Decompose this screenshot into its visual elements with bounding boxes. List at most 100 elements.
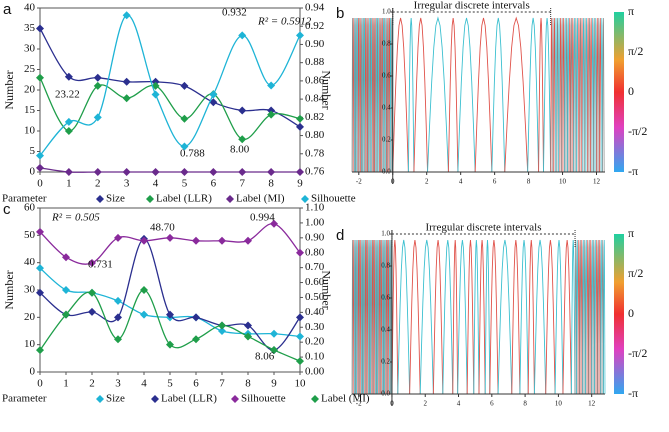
series-line <box>39 14 301 157</box>
wave-arch <box>370 239 373 395</box>
marker <box>140 310 148 319</box>
x-tick-label: 2 <box>423 400 427 408</box>
legend-label: Label (LLR) <box>156 193 212 205</box>
marker <box>209 90 218 99</box>
marker <box>36 24 44 33</box>
marker <box>296 114 304 123</box>
marker <box>88 288 96 297</box>
wave-arch <box>377 239 380 395</box>
marker <box>218 321 226 330</box>
x-tick-label: 2 <box>89 378 95 390</box>
annotation: 8.00 <box>230 144 250 156</box>
wave-arch <box>386 239 389 395</box>
marker <box>267 168 276 176</box>
wave-arch <box>360 239 363 395</box>
marker <box>209 98 218 107</box>
wave-arch <box>389 17 392 173</box>
wave-arch <box>381 17 384 173</box>
wave-arch <box>355 239 358 395</box>
marker <box>238 135 247 144</box>
y2-tick-label: 0.76 <box>305 166 325 178</box>
y-tick-label: 20 <box>24 84 36 96</box>
annotation: R² = 0.505 <box>51 212 100 224</box>
wave-arch <box>388 17 391 173</box>
wave-arch <box>442 239 454 395</box>
wave-arch <box>567 17 570 173</box>
marker <box>122 168 131 176</box>
wave-arch <box>600 239 603 395</box>
wave-arch <box>577 239 580 395</box>
marker <box>62 253 70 262</box>
y-tick-label: 10 <box>24 125 36 137</box>
chart-title: Irregular discrete intervals <box>425 222 541 234</box>
wave-arch <box>374 17 377 173</box>
marker <box>93 113 102 122</box>
wave-arch <box>585 239 588 395</box>
colorbar-label: 0 <box>628 84 634 98</box>
wave-arch <box>351 239 354 395</box>
y-tick-label: 0.8 <box>382 40 391 48</box>
y2-tick-label: 0.90 <box>305 38 325 50</box>
y2-tick-label: 0.40 <box>305 306 325 318</box>
wave-arch <box>381 239 384 395</box>
wave-arch <box>570 239 576 395</box>
marker <box>36 151 44 160</box>
wave-arch <box>359 239 362 395</box>
wave-arch <box>588 239 591 395</box>
wave-arch <box>378 239 381 395</box>
wave-arch <box>574 17 577 173</box>
marker <box>270 345 278 354</box>
y2-tick-label: 0.92 <box>305 20 324 32</box>
x-tick-label: 9 <box>297 178 303 190</box>
wave-arch <box>385 239 388 395</box>
series-line <box>39 77 301 140</box>
annotation: 0.932 <box>222 7 247 19</box>
wave-arch <box>373 239 376 395</box>
legend-marker <box>311 395 319 403</box>
wave-arch <box>358 17 361 173</box>
marker <box>64 168 73 176</box>
wave-arch <box>491 17 506 173</box>
wave-arch <box>543 17 552 173</box>
series-line <box>39 238 301 351</box>
wave-arch <box>356 239 359 395</box>
wave-arch <box>592 239 595 395</box>
wave-arch <box>352 17 355 173</box>
y2-tick-label: 0.50 <box>305 291 325 303</box>
y2-tick-label: 1.00 <box>305 216 325 228</box>
y-tick-label: 0.6 <box>382 72 391 80</box>
wave-arch <box>599 17 602 173</box>
colorbar-label: π/2 <box>628 266 643 280</box>
marker <box>88 259 96 268</box>
y2-tick-label: 0.20 <box>305 336 325 348</box>
wave-arch <box>527 17 540 173</box>
x-tick-label: 8 <box>523 400 527 408</box>
x-tick-label: 2 <box>425 178 429 186</box>
wave-arch <box>365 17 368 173</box>
wave-arch <box>474 17 493 173</box>
marker <box>93 73 102 82</box>
y-tick-label: 0.0 <box>381 390 390 398</box>
wave-arch <box>366 239 369 395</box>
x-tick-label: 8 <box>527 178 531 186</box>
colorbar <box>614 234 624 394</box>
wave-arch <box>484 239 491 395</box>
wave-arch <box>375 17 378 173</box>
marker <box>166 233 174 242</box>
legend-marker <box>96 395 104 403</box>
x-tick-label: 3 <box>115 378 121 390</box>
marker <box>122 94 131 103</box>
x-tick-label: 4 <box>141 378 147 390</box>
y-axis-label: Number <box>2 270 16 309</box>
legend-label: Size <box>106 193 125 205</box>
wave-arch <box>596 17 599 173</box>
y-tick-label: 30 <box>24 284 36 296</box>
marker <box>267 106 276 115</box>
wave-arch <box>594 17 597 173</box>
y-tick-label: 0.4 <box>382 104 391 112</box>
marker <box>64 72 73 81</box>
panel-label: b <box>336 5 344 22</box>
wave-arch <box>598 239 601 395</box>
marker <box>209 168 218 176</box>
